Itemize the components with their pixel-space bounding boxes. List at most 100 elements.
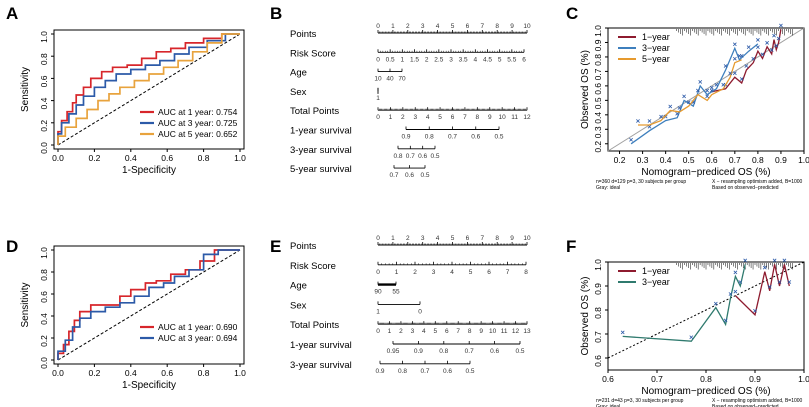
calibration-point-c-1 bbox=[732, 71, 737, 76]
footnote-left-2-c: Gray: ideal bbox=[596, 185, 620, 191]
nomogram-tick-label-e: 0.5 bbox=[515, 348, 524, 355]
nomogram-tick-label-b: 11 bbox=[511, 114, 518, 121]
nomogram-tick-label-e: 6 bbox=[466, 235, 470, 242]
calibration-point-f-1 bbox=[767, 284, 772, 289]
nomogram-tick-label-b: 0.6 bbox=[418, 153, 427, 160]
legend-label-a-1: AUC at 1 year: 0.754 bbox=[158, 107, 238, 117]
nomogram-tick-label-e: 0 bbox=[376, 328, 380, 335]
y-tick-label-f: 0.8 bbox=[593, 307, 603, 319]
legend-label-a-2: AUC at 3 year: 0.725 bbox=[158, 118, 238, 128]
y-tick-label-f: 0.9 bbox=[593, 283, 603, 295]
optimism-marker-c bbox=[772, 33, 776, 38]
nomogram-tick-label-e: 8 bbox=[524, 269, 528, 276]
nomogram-tick-label-b: 0.8 bbox=[393, 153, 402, 160]
optimism-marker-c bbox=[751, 56, 756, 61]
footnote-right-2-f: Based on observed−predicted bbox=[712, 404, 779, 407]
nomogram-tick-label-b: 7 bbox=[480, 23, 484, 30]
x-tick-label-f: 1.0 bbox=[798, 374, 809, 384]
optimism-marker-f bbox=[733, 270, 738, 275]
optimism-marker-c bbox=[721, 82, 726, 87]
optimism-marker-f bbox=[738, 280, 743, 284]
calibration-point-c-1 bbox=[774, 43, 779, 48]
y-tick-label-d: 0.8 bbox=[39, 269, 49, 281]
nomogram-tick-label-b: 0.7 bbox=[389, 172, 398, 179]
footnote-right-f: X − resampling optimism added, B=1000 bbox=[712, 398, 803, 404]
y-tick-label-c: 0.6 bbox=[593, 83, 603, 95]
nomogram-tick-label-b: 1.5 bbox=[410, 56, 419, 63]
reference-diagonal-d bbox=[57, 249, 241, 361]
optimism-marker-c bbox=[686, 100, 691, 105]
y-tick-label-a: 0.6 bbox=[39, 75, 49, 87]
x-tick-label-d: 0.6 bbox=[161, 368, 173, 378]
optimism-marker-c bbox=[668, 104, 673, 109]
calibration-point-c-2 bbox=[755, 38, 760, 42]
optimism-marker-c bbox=[774, 43, 779, 48]
nomogram-tick-label-b: 4 bbox=[426, 114, 430, 121]
x-tick-label-d: 1.0 bbox=[234, 368, 246, 378]
nomogram-tick-label-e: 0.5 bbox=[465, 368, 474, 375]
nomogram-tick-label-e: 10 bbox=[523, 235, 531, 242]
calibration-point-c-3 bbox=[636, 119, 640, 123]
calibration-line-f-1 bbox=[734, 264, 790, 317]
optimism-marker-c bbox=[709, 88, 714, 93]
nomogram-tick-label-e: 0.7 bbox=[465, 348, 474, 355]
calibration-point-c-3 bbox=[659, 114, 663, 119]
calibration-point-f-2 bbox=[738, 280, 743, 284]
x-tick-label-a: 0.4 bbox=[125, 153, 137, 163]
x-tick-label-d: 0.0 bbox=[52, 368, 64, 378]
optimism-marker-c bbox=[698, 79, 703, 84]
optimism-marker-f bbox=[728, 292, 733, 296]
y-tick-label-a: 0.4 bbox=[39, 97, 49, 109]
nomogram-label-e-5: Total Points bbox=[290, 320, 339, 331]
x-tick-label-a: 0.8 bbox=[198, 153, 210, 163]
nomogram-tick-label-b: 0.8 bbox=[425, 134, 434, 141]
nomogram-tick-label-b: 0.7 bbox=[448, 134, 457, 141]
optimism-marker-f bbox=[772, 258, 777, 263]
nomogram-tick-label-e: 0 bbox=[376, 269, 380, 276]
nomogram-tick-label-b: 1 bbox=[391, 23, 395, 30]
optimism-marker-c bbox=[728, 71, 733, 76]
y-tick-label-a: 0.2 bbox=[39, 120, 49, 132]
x-tick-label-f: 0.9 bbox=[749, 374, 761, 384]
calibration-point-f-1 bbox=[753, 308, 757, 313]
nomogram-tick-label-b: 0.5 bbox=[420, 172, 429, 179]
optimism-marker-f bbox=[782, 258, 787, 263]
nomogram-tick-label-b: 10 bbox=[374, 76, 382, 83]
optimism-marker-c bbox=[723, 64, 728, 68]
nomogram-tick-label-b: 0.5 bbox=[386, 56, 395, 63]
calibration-point-c-2 bbox=[647, 124, 652, 129]
y-tick-label-a: 0.8 bbox=[39, 53, 49, 65]
nomogram-tick-label-e: 4 bbox=[436, 235, 440, 242]
nomogram-tick-label-b: 0 bbox=[376, 23, 380, 30]
calibration-point-c-3 bbox=[732, 56, 737, 61]
x-tick-label-c: 1.0 bbox=[798, 155, 809, 165]
optimism-marker-c bbox=[691, 100, 696, 105]
nomogram-tick-label-b: 6 bbox=[451, 114, 455, 121]
panel-label-c: C bbox=[566, 4, 578, 23]
calibration-point-c-2 bbox=[705, 88, 710, 93]
calibration-point-f-2 bbox=[620, 330, 625, 335]
nomogram-tick-label-b: 2.5 bbox=[434, 56, 443, 63]
x-tick-label-a: 1.0 bbox=[234, 153, 246, 163]
y-tick-label-d: 0.6 bbox=[39, 291, 49, 303]
calibration-point-c-3 bbox=[705, 94, 710, 99]
reference-diagonal-a bbox=[57, 33, 241, 146]
nomogram-label-e-2: Risk Score bbox=[290, 261, 336, 272]
x-tick-label-d: 0.2 bbox=[88, 368, 100, 378]
nomogram-label-b-5: Total Points bbox=[290, 106, 339, 117]
legend-label-d-2: AUC at 3 year: 0.694 bbox=[158, 333, 238, 343]
x-tick-label-d: 0.4 bbox=[125, 368, 137, 378]
legend-label-d-1: AUC at 1 year: 0.690 bbox=[158, 322, 238, 332]
footnote-left-c: n=360 d=129 p=3, 30 subjects per group bbox=[596, 179, 686, 185]
nomogram-label-e-4: Sex bbox=[290, 300, 307, 311]
calibration-point-f-1 bbox=[782, 258, 787, 263]
calibration-point-c-1 bbox=[709, 85, 714, 90]
y-tick-label-a: 0.0 bbox=[39, 142, 49, 154]
nomogram-tick-label-e: 3 bbox=[411, 328, 415, 335]
calibration-point-c-1 bbox=[779, 23, 783, 28]
nomogram-tick-label-e: 0.8 bbox=[439, 348, 448, 355]
nomogram-tick-label-b: 0 bbox=[376, 114, 380, 121]
panel-label-f: F bbox=[566, 237, 576, 256]
calibration-point-c-2 bbox=[629, 137, 633, 142]
nomogram-tick-label-e: 0.7 bbox=[420, 368, 429, 375]
